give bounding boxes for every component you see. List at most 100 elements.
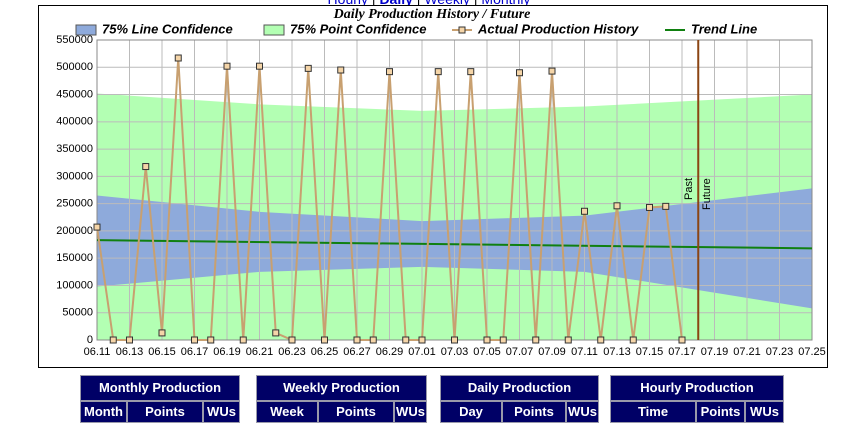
table-title: Monthly Production <box>80 375 240 401</box>
y-tick-label: 500000 <box>56 61 93 73</box>
data-point <box>532 336 540 344</box>
y-tick-label: 0 <box>87 334 93 346</box>
table-header-row: Week Points WUs <box>256 401 427 423</box>
chart: Daily Production History / Future 0 50000… <box>38 5 828 368</box>
x-tick-label: 07.17 <box>668 346 696 358</box>
data-point <box>402 336 410 344</box>
data-point <box>548 67 556 75</box>
data-point <box>158 329 166 337</box>
data-point <box>386 68 393 76</box>
data-point <box>516 69 523 77</box>
column-header: Points <box>502 401 566 423</box>
data-point <box>678 336 686 344</box>
x-tick-label: 06.13 <box>116 346 144 358</box>
data-point <box>369 336 377 344</box>
x-tick-label: 07.23 <box>766 346 794 358</box>
data-point <box>597 336 605 344</box>
data-point <box>499 336 507 344</box>
divider-label: Past <box>683 178 695 200</box>
column-header: Points <box>318 401 394 423</box>
x-tick-label: 07.19 <box>701 346 729 358</box>
nav-link[interactable]: Daily <box>379 0 412 7</box>
data-point <box>434 68 442 76</box>
nav-link[interactable]: Monthly <box>481 0 530 7</box>
table-header-row: Day Points WUs <box>440 401 599 423</box>
legend-label: 75% Line Confidence <box>102 21 233 36</box>
nav-link[interactable]: Hourly <box>328 0 368 7</box>
production-table: Weekly Production Week Points WUs <box>256 375 427 423</box>
x-tick-label: 06.15 <box>148 346 176 358</box>
data-point <box>288 336 296 344</box>
data-point <box>321 336 328 344</box>
y-tick-label: 450000 <box>56 88 93 100</box>
production-table: Monthly Production Month Points WUs <box>80 375 240 423</box>
data-point <box>629 336 637 344</box>
y-tick-label: 250000 <box>56 198 93 210</box>
table-title: Hourly Production <box>610 375 784 401</box>
table-title: Weekly Production <box>256 375 427 401</box>
data-point <box>613 202 621 210</box>
x-tick-label: 06.21 <box>246 346 274 358</box>
data-point <box>418 336 426 344</box>
x-tick-label: 06.17 <box>181 346 209 358</box>
legend-swatch <box>75 24 97 36</box>
x-tick-label: 06.23 <box>278 346 306 358</box>
table-header-row: Month Points WUs <box>80 401 240 423</box>
data-point <box>256 62 263 70</box>
x-tick-label: 06.29 <box>376 346 404 358</box>
y-tick-label: 150000 <box>56 252 93 264</box>
data-point <box>191 336 198 344</box>
legend-label: Trend Line <box>691 21 757 36</box>
data-point <box>662 202 670 210</box>
legend-marker <box>458 26 466 34</box>
production-table: Hourly Production Time Points WUs <box>610 375 784 423</box>
x-tick-label: 06.25 <box>311 346 339 358</box>
y-tick-label: 400000 <box>56 116 93 128</box>
x-tick-label: 07.09 <box>538 346 566 358</box>
x-tick-label: 07.03 <box>441 346 469 358</box>
data-point <box>207 336 215 344</box>
data-point <box>239 336 247 344</box>
data-point <box>564 336 572 344</box>
y-tick-label: 200000 <box>56 225 93 237</box>
nav-link[interactable]: Weekly <box>424 0 470 7</box>
x-tick-label: 07.11 <box>571 346 598 358</box>
data-point <box>646 203 653 211</box>
column-header: Points <box>127 401 203 423</box>
data-point <box>174 54 182 62</box>
y-tick-label: 550000 <box>56 34 93 46</box>
x-tick-label: 06.27 <box>343 346 371 358</box>
y-tick-label: 50000 <box>62 307 93 319</box>
data-point <box>467 68 475 76</box>
legend-label: Actual Production History <box>477 21 639 36</box>
table-title: Daily Production <box>440 375 599 401</box>
data-point <box>304 64 312 72</box>
data-point <box>223 62 231 70</box>
y-tick-label: 300000 <box>56 170 93 182</box>
chart-title: Daily Production History / Future <box>333 7 531 22</box>
y-tick-label: 100000 <box>56 279 93 291</box>
x-tick-label: 07.21 <box>733 346 761 358</box>
x-tick-label: 07.25 <box>798 346 826 358</box>
column-header: WUs <box>745 401 784 423</box>
data-point <box>109 336 117 344</box>
data-point <box>581 207 588 215</box>
table-header-row: Time Points WUs <box>610 401 784 423</box>
data-point <box>483 336 491 344</box>
nav-links: Hourly | Daily | Weekly | Monthly <box>0 0 858 7</box>
data-point <box>337 66 345 74</box>
y-tick-label: 350000 <box>56 143 93 155</box>
column-header: Time <box>610 401 696 423</box>
x-tick-label: 07.01 <box>408 346 436 358</box>
column-header: Points <box>696 401 745 423</box>
x-tick-label: 07.05 <box>473 346 501 358</box>
legend-swatch <box>263 24 285 36</box>
data-point <box>272 329 280 337</box>
column-header: Day <box>440 401 502 423</box>
column-header: WUs <box>203 401 240 423</box>
data-point <box>451 336 458 344</box>
x-tick-label: 07.07 <box>506 346 534 358</box>
x-tick-label: 06.19 <box>213 346 241 358</box>
column-header: Week <box>256 401 318 423</box>
